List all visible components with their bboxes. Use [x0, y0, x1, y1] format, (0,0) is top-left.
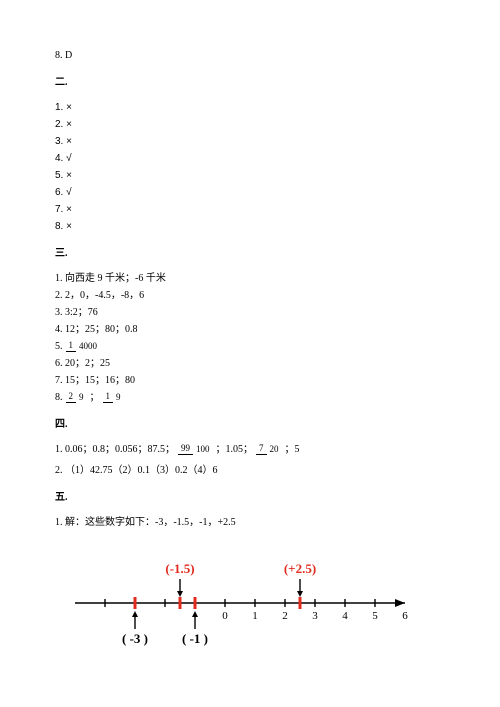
s3-l5: 5. 1 4000	[55, 339, 445, 354]
svg-text:6: 6	[402, 610, 408, 622]
frac-den: 9	[76, 393, 87, 402]
section-5-list: 1. 解：这些数字如下：-3，-1.5，-1，+2.5	[55, 515, 445, 530]
section-3-header: 三.	[55, 246, 445, 261]
s4-l1-c: ；5	[285, 442, 300, 457]
number-line-svg: 0 1 2 3 4 5 6 ( -3 ) (-1.5) ( -1 ) (+2.5)	[55, 548, 415, 658]
svg-text:1: 1	[252, 610, 258, 622]
s4-l1-f2: 7 20	[256, 444, 282, 454]
frac-den: 4000	[76, 342, 100, 351]
s5-l1: 1. 解：这些数字如下：-3，-1.5，-1，+2.5	[55, 515, 445, 530]
s3-l8-f2: 1 9	[103, 392, 124, 402]
svg-text:3: 3	[312, 610, 318, 622]
s2-item-5: 5. ×	[55, 168, 445, 183]
frac-den: 9	[113, 393, 124, 402]
s3-l8-f1: 2 9	[66, 392, 87, 402]
frac-num: 99	[178, 444, 193, 454]
svg-text:4: 4	[342, 610, 348, 622]
s2-item-2: 2. ×	[55, 117, 445, 132]
svg-text:5: 5	[372, 610, 378, 622]
svg-text:(+2.5): (+2.5)	[284, 561, 316, 576]
svg-text:(-1.5): (-1.5)	[165, 561, 194, 576]
s3-l8: 8. 2 9 ； 1 9	[55, 390, 445, 405]
section-4-header: 四.	[55, 417, 445, 432]
s2-item-4: 4. √	[55, 151, 445, 166]
frac-den: 100	[193, 445, 213, 454]
s2-item-7: 7. ×	[55, 202, 445, 217]
s4-l1: 1. 0.06；0.8；0.056；87.5； 99 100 ；1.05； 7 …	[55, 442, 445, 457]
s4-l1-a: 1. 0.06；0.8；0.056；87.5；	[55, 442, 175, 457]
frac-num: 1	[103, 392, 114, 402]
s3-l7: 7. 15；15；16；80	[55, 373, 445, 388]
section-2-header: 二.	[55, 75, 445, 90]
s3-l3: 3. 3:2；76	[55, 305, 445, 320]
s3-l2: 2. 2，0，-4.5，-8，6	[55, 288, 445, 303]
number-line-diagram: 0 1 2 3 4 5 6 ( -3 ) (-1.5) ( -1 ) (+2.5)	[55, 548, 445, 658]
s3-l8-sep: ；	[90, 390, 100, 405]
s4-l1-f1: 99 100	[178, 444, 213, 454]
s2-item-3: 3. ×	[55, 134, 445, 149]
s2-item-1: 1. ×	[55, 100, 445, 115]
svg-text:2: 2	[282, 610, 288, 622]
frac-num: 1	[66, 341, 77, 351]
s2-item-8: 8. ×	[55, 219, 445, 234]
section-3-list: 1. 向西走 9 千米；-6 千米 2. 2，0，-4.5，-8，6 3. 3:…	[55, 271, 445, 405]
s4-l1-b: ；1.05；	[216, 442, 254, 457]
top-item: 8. D	[55, 48, 445, 63]
svg-text:( -3 ): ( -3 )	[122, 631, 148, 646]
s3-l1: 1. 向西走 9 千米；-6 千米	[55, 271, 445, 286]
s4-l2: 2. （1）42.75（2）0.1（3）0.2（4）6	[55, 463, 445, 478]
frac-num: 2	[66, 392, 77, 402]
s3-l6: 6. 20；2；25	[55, 356, 445, 371]
s3-l8-pre: 8.	[55, 390, 63, 405]
s3-l5-pre: 5.	[55, 339, 63, 354]
s2-item-6: 6. √	[55, 185, 445, 200]
section-5-header: 五.	[55, 490, 445, 505]
frac-den: 20	[267, 445, 282, 454]
section-4-list: 1. 0.06；0.8；0.056；87.5； 99 100 ；1.05； 7 …	[55, 442, 445, 478]
frac-num: 7	[256, 444, 267, 454]
s3-l4: 4. 12；25；80；0.8	[55, 322, 445, 337]
section-2-list: 1. × 2. × 3. × 4. √ 5. × 6. √ 7. × 8. ×	[55, 100, 445, 234]
svg-text:( -1 ): ( -1 )	[182, 631, 208, 646]
svg-text:0: 0	[222, 610, 228, 622]
s3-l5-frac: 1 4000	[66, 341, 101, 351]
